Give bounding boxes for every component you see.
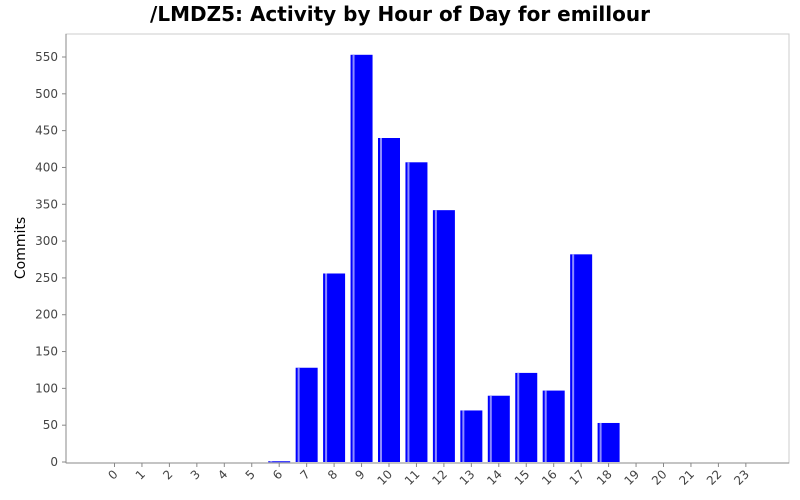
x-axis-ticks: 0 1 2 3 4 5 6 7 8 9 10 11 12 13 14 15 16 17 18 19 20 21 22 23: [105, 463, 752, 488]
bar-highlight: [462, 410, 465, 462]
bar-highlight: [407, 162, 410, 463]
y-tick-label: 450: [35, 124, 58, 138]
x-tick-label: 16: [539, 467, 560, 488]
bar-hour-7: [295, 367, 318, 462]
bar-hour-12: [432, 210, 455, 462]
x-tick-label: 20: [649, 467, 670, 488]
y-tick-label: 500: [35, 87, 58, 101]
bar-hour-17: [570, 254, 593, 462]
y-tick-label: 350: [35, 197, 58, 211]
x-tick-label: 23: [731, 467, 752, 488]
bar-hour-10: [378, 138, 400, 462]
bar-hour-8: [323, 273, 346, 462]
x-tick-label: 15: [512, 467, 533, 488]
bar-hour-16: [542, 390, 565, 462]
x-tick-label: 5: [243, 467, 258, 482]
x-tick-label: 17: [567, 467, 588, 488]
x-tick-label: 11: [402, 467, 423, 488]
chart-title: /LMDZ5: Activity by Hour of Day for emil…: [150, 2, 650, 26]
x-tick-label: 8: [325, 467, 340, 482]
bars: [268, 54, 620, 463]
x-tick-label: 0: [105, 467, 120, 482]
bar-highlight: [297, 367, 300, 462]
x-tick-label: 21: [676, 467, 697, 488]
bar-highlight: [325, 273, 328, 462]
y-tick-label: 50: [43, 418, 58, 432]
x-tick-label: 22: [704, 467, 725, 488]
y-axis-label: Commits: [13, 217, 29, 279]
y-tick-label: 200: [35, 308, 58, 322]
bar-highlight: [489, 395, 492, 462]
bar-highlight: [380, 138, 382, 462]
bar-hour-15: [515, 372, 538, 462]
x-tick-label: 3: [188, 467, 203, 482]
y-tick-label: 250: [35, 271, 58, 285]
x-tick-label: 2: [160, 467, 175, 482]
bar-highlight: [434, 210, 437, 462]
bar-highlight: [270, 461, 273, 463]
y-tick-label: 100: [35, 381, 58, 395]
x-tick-label: 1: [133, 467, 148, 482]
x-tick-label: 10: [374, 467, 395, 488]
y-tick-label: 400: [35, 160, 58, 174]
x-tick-label: 19: [621, 467, 642, 488]
bar-hour-9: [350, 54, 373, 463]
x-tick-label: 18: [594, 467, 615, 488]
bar-highlight: [352, 54, 355, 463]
y-tick-label: 150: [35, 345, 58, 359]
bar-highlight: [599, 422, 602, 462]
bar-hour-14: [487, 395, 510, 462]
x-tick-label: 14: [484, 467, 505, 488]
x-tick-label: 4: [215, 467, 230, 482]
bar-highlight: [544, 390, 547, 462]
y-tick-label: 300: [35, 234, 58, 248]
x-tick-label: 6: [270, 467, 285, 482]
x-tick-label: 7: [297, 467, 312, 482]
y-axis-ticks: 0 50 100 150 200 250 300 350 400 450 500 550: [35, 50, 66, 469]
x-tick-label: 13: [457, 467, 478, 488]
bar-hour-11: [405, 162, 428, 463]
y-tick-label: 0: [50, 455, 58, 469]
bar-hour-6: [268, 461, 291, 463]
bar-highlight: [517, 372, 520, 462]
x-tick-label: 12: [429, 467, 450, 488]
bar-hour-13: [460, 410, 483, 462]
bar-highlight: [572, 254, 575, 462]
bar-hour-18: [597, 422, 620, 462]
plot-frame: [65, 33, 790, 464]
y-tick-label: 550: [35, 50, 58, 64]
x-tick-label: 9: [352, 467, 367, 482]
